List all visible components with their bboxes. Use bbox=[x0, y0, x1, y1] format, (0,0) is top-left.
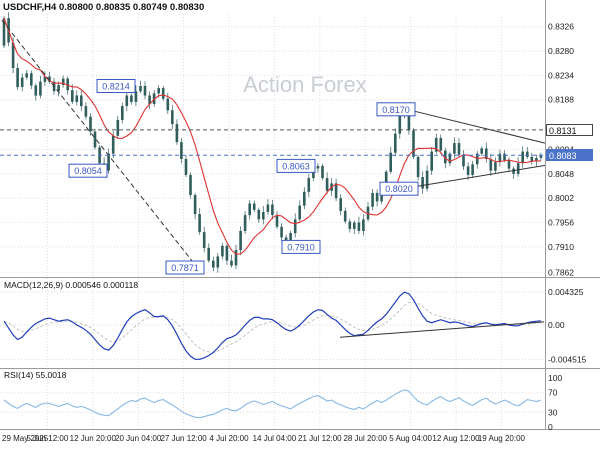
swing-price-label[interactable]: 0.8214 bbox=[102, 82, 130, 92]
swing-price-label[interactable]: 0.7871 bbox=[171, 263, 199, 273]
time-axis-label[interactable]: 5 Jun 12:00 bbox=[26, 434, 68, 443]
price-scale[interactable]: 0.83260.82800.82340.81880.80940.80480.80… bbox=[548, 22, 587, 432]
time-axis-label[interactable]: 5 Aug 04:00 bbox=[389, 434, 432, 443]
moving-average-line bbox=[3, 18, 541, 255]
time-axis-label[interactable]: 27 Jun 12:00 bbox=[160, 434, 207, 443]
axis-label[interactable]: 0.8188 bbox=[548, 95, 574, 105]
swing-price-label[interactable]: 0.8170 bbox=[382, 105, 410, 115]
axis-label[interactable]: 0.8048 bbox=[548, 169, 574, 179]
time-axis-label[interactable]: 12 Aug 12:00 bbox=[432, 434, 480, 443]
axis-label[interactable]: 0.00 bbox=[548, 320, 565, 330]
time-axis-label[interactable]: 14 Jul 04:00 bbox=[253, 434, 297, 443]
watermark: Action Forex bbox=[243, 72, 367, 97]
swing-price-labels: 0.8214 0.8054 0.7871 0.8063 0.7910 0.8170 0.80… bbox=[68, 79, 419, 275]
time-axis-label[interactable]: 29 May 2025 bbox=[2, 434, 49, 443]
axis-label[interactable]: 0.8326 bbox=[548, 22, 574, 32]
swing-price-label[interactable]: 0.7910 bbox=[287, 242, 315, 252]
axis-label[interactable]: 30 bbox=[548, 407, 558, 417]
time-axis-label[interactable]: 19 Aug 20:00 bbox=[478, 434, 526, 443]
axis-label[interactable]: 100 bbox=[548, 373, 562, 383]
swing-price-label[interactable]: 0.8054 bbox=[74, 166, 102, 176]
swing-price-label[interactable]: 0.8020 bbox=[385, 184, 413, 194]
axis-label[interactable]: 70 bbox=[548, 388, 558, 398]
time-axis-label[interactable]: 21 Jul 12:00 bbox=[298, 434, 342, 443]
axis-label[interactable]: 0.004325 bbox=[548, 287, 584, 297]
rsi-indicator-title: RSI(14) 55.0018 bbox=[4, 370, 67, 380]
panel-separators bbox=[0, 0, 600, 430]
macd-lines bbox=[3, 291, 545, 360]
axis-label[interactable]: 0.7956 bbox=[548, 218, 574, 228]
axis-label[interactable]: 0.8002 bbox=[548, 193, 574, 203]
current-price-tag: 0.8083 bbox=[546, 149, 593, 161]
price-level-tag: 0.8131 bbox=[546, 124, 593, 136]
axis-label[interactable]: 0 bbox=[548, 422, 553, 432]
rsi-line bbox=[3, 389, 542, 419]
trendlines bbox=[0, 20, 546, 267]
candlesticks bbox=[2, 12, 543, 273]
time-axis-label[interactable]: 12 Jun 20:00 bbox=[70, 434, 117, 443]
chart-title: USDCHF,H4 0.80800 0.80835 0.80749 0.8083… bbox=[3, 2, 205, 13]
macd-indicator-title: MACD(12,26,9) 0.000546 0.000118 bbox=[4, 280, 139, 290]
time-axis-label[interactable]: 20 Jun 04:00 bbox=[115, 434, 162, 443]
axis-label[interactable]: 0.8280 bbox=[548, 46, 574, 56]
swing-price-label[interactable]: 0.8063 bbox=[282, 161, 310, 171]
axis-label[interactable]: 0.7910 bbox=[548, 242, 574, 252]
time-axis-label[interactable]: 28 Jul 20:00 bbox=[343, 434, 387, 443]
axis-label[interactable]: 0.8234 bbox=[548, 70, 574, 80]
axis-label[interactable]: -0.004515 bbox=[548, 354, 587, 364]
axis-label[interactable]: 0.7862 bbox=[548, 267, 574, 277]
time-axis-label[interactable]: 4 Jul 20:00 bbox=[209, 434, 249, 443]
